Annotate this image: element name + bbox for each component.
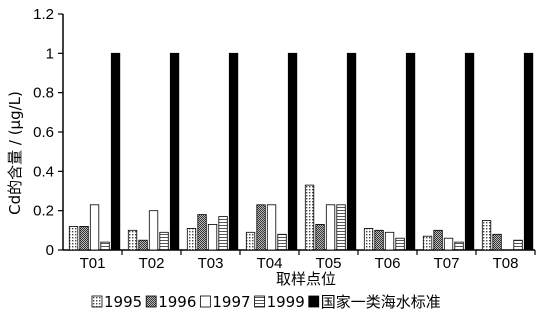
bar-T07-1996 (433, 229, 443, 251)
bar-T03-1996 (197, 214, 207, 251)
x-tick-label: T08 (493, 255, 519, 272)
x-tick-label: T04 (257, 255, 283, 272)
x-ticks: T01 T02 T03 T04 T05 T06 T07 T08 (80, 250, 536, 272)
legend-label: 1996 (158, 293, 196, 311)
bar-T07-国家一类海水标准 (464, 52, 475, 251)
bar-T08-1996 (492, 233, 502, 251)
legend-label: 1997 (212, 293, 250, 311)
legend: 1995 1996 1997 1999 国家一类海水标准 (91, 293, 441, 311)
legend-label: 1995 (104, 293, 142, 311)
legend-swatch-1995 (91, 295, 103, 308)
legend-label: 1999 (267, 293, 305, 311)
bar-T06-1995 (363, 227, 374, 251)
bar-T06-1996 (374, 229, 384, 251)
x-tick-label: T01 (80, 255, 106, 272)
y-tick-label: 1.2 (33, 6, 54, 23)
bar-T04-1997 (266, 204, 277, 251)
x-tick-label: T07 (434, 255, 460, 272)
legend-label: 国家一类海水标准 (321, 293, 441, 311)
bars (68, 52, 534, 251)
x-tick-label: T05 (316, 255, 342, 272)
y-axis-title: Cd的含量 / (μg/L) (6, 91, 24, 215)
bar-T06-1997 (384, 231, 395, 251)
legend-swatch-1999 (254, 295, 265, 308)
bar-T01-1999 (100, 241, 110, 251)
x-tick-label: T03 (198, 255, 224, 272)
bar-T07-1995 (422, 235, 433, 251)
bar-T07-1997 (443, 237, 454, 251)
bar-T02-1996 (138, 239, 148, 251)
bar-T03-国家一类海水标准 (228, 52, 239, 251)
bar-T07-1999 (454, 241, 464, 251)
bar-T04-1999 (277, 233, 287, 251)
x-tick-label: T02 (139, 255, 165, 272)
bar-T01-1996 (79, 225, 89, 251)
axes (62, 14, 535, 251)
bar-T05-国家一类海水标准 (346, 52, 357, 251)
bar-T06-1999 (395, 237, 405, 251)
bar-T04-国家一类海水标准 (287, 52, 298, 251)
bar-T06-国家一类海水标准 (405, 52, 416, 251)
y-tick-label: 0.6 (33, 124, 54, 141)
y-tick-label: 0.8 (33, 85, 54, 102)
x-tick-label: T06 (375, 255, 401, 272)
bar-T05-1996 (315, 223, 325, 251)
bar-T03-1997 (207, 223, 218, 251)
bar-T08-国家一类海水标准 (523, 52, 534, 251)
bar-T05-1997 (325, 204, 336, 251)
bar-T02-1995 (127, 229, 138, 251)
bar-T03-1999 (218, 216, 228, 251)
y-axis-label: Cd的含量 / (μg/L) (6, 91, 24, 215)
bar-T05-1995 (304, 184, 315, 251)
bar-T01-国家一类海水标准 (110, 52, 121, 251)
bar-T04-1995 (245, 231, 256, 251)
bar-T08-1999 (513, 239, 523, 251)
bar-T05-1999 (336, 204, 346, 251)
y-tick-label: 0 (46, 242, 54, 259)
bar-T08-1995 (481, 220, 492, 251)
bar-T02-国家一类海水标准 (169, 52, 180, 251)
legend-swatch-1997 (199, 295, 211, 308)
bar-T02-1999 (159, 231, 169, 251)
x-axis-label: 取样点位 (276, 270, 336, 288)
y-tick-label: 1 (46, 45, 54, 62)
bar-T04-1996 (256, 204, 266, 251)
y-tick-label: 0.2 (33, 203, 54, 220)
bar-T03-1995 (186, 227, 197, 251)
y-tick-label: 0.4 (33, 163, 54, 180)
y-ticks: 0 0.2 0.4 0.6 0.8 1 1.2 (33, 6, 63, 259)
bar-T02-1997 (148, 210, 159, 251)
legend-swatch-1996 (145, 295, 157, 308)
bar-T01-1997 (89, 204, 100, 251)
legend-swatch-国家一类海水标准 (308, 295, 320, 308)
bar-T01-1995 (68, 225, 79, 251)
